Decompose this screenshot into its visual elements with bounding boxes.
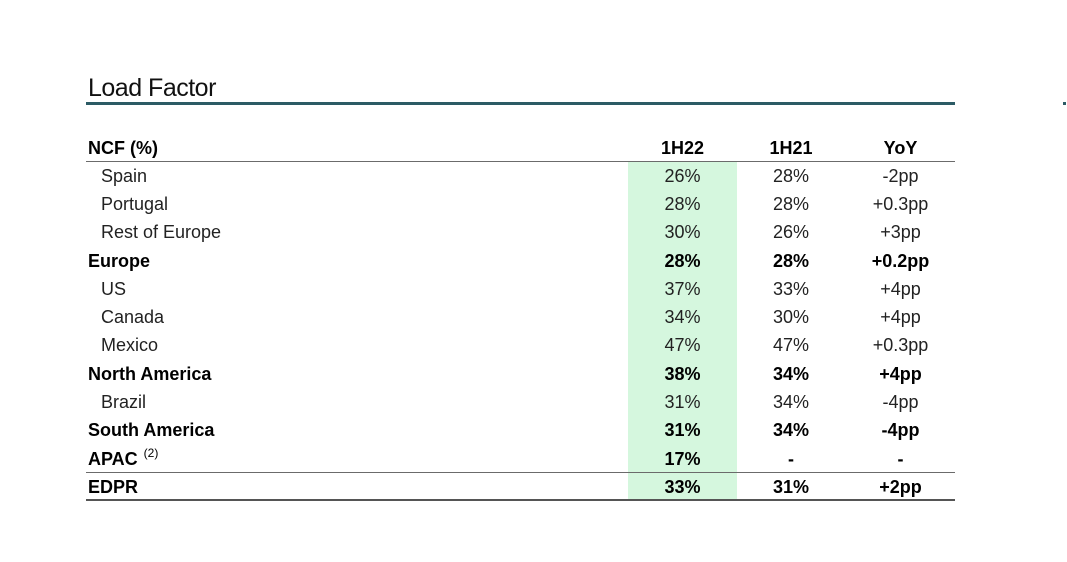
table-row: Rest of Europe 30% 26% +3pp xyxy=(86,219,955,247)
value-1h22: 31% xyxy=(664,392,701,413)
header-yoy: YoY xyxy=(883,137,918,158)
value-1h22: 17% xyxy=(664,448,701,469)
table-row: Europe 28% 28% +0.2pp xyxy=(86,247,955,275)
row-label-text: APAC xyxy=(88,448,138,469)
value-yoy: +0.3pp xyxy=(872,193,929,214)
table-row: Brazil 31% 34% -4pp xyxy=(86,388,955,416)
row-label-text: South America xyxy=(88,420,215,441)
row-label: Spain xyxy=(101,162,147,190)
value-yoy: +0.3pp xyxy=(872,335,929,356)
page-title: Load Factor xyxy=(88,74,216,102)
table-header-row: NCF (%) 1H22 1H21 YoY xyxy=(86,134,955,162)
table-row: South America 31% 34% -4pp xyxy=(86,417,955,445)
table-row: Mexico 47% 47% +0.3pp xyxy=(86,332,955,360)
value-yoy: +4pp xyxy=(880,278,921,299)
row-label: Portugal xyxy=(101,190,168,218)
header-rule xyxy=(86,161,955,162)
value-1h22: 30% xyxy=(664,222,701,243)
value-1h22: 38% xyxy=(664,363,701,384)
value-1h22: 28% xyxy=(664,250,701,271)
value-yoy: +4pp xyxy=(879,363,922,384)
value-1h22: 28% xyxy=(664,193,701,214)
row-label: EDPR xyxy=(88,473,138,501)
row-label-text: US xyxy=(101,278,127,299)
value-yoy: +2pp xyxy=(879,476,922,497)
table-body: Spain 26% 28% -2pp Portugal 28% 28% +0.3pp Rest … xyxy=(86,162,955,502)
table-row: Spain 26% 28% -2pp xyxy=(86,162,955,190)
row-label: Canada xyxy=(101,303,164,331)
value-1h21: 33% xyxy=(772,278,810,299)
value-1h21: 26% xyxy=(772,222,810,243)
table-row: EDPR 33% 31% +2pp xyxy=(86,473,955,501)
title-underline xyxy=(86,102,955,105)
value-1h21: 28% xyxy=(772,250,810,271)
bottom-rule xyxy=(86,499,955,501)
row-label: Europe xyxy=(88,247,150,275)
row-label-text: Canada xyxy=(101,307,165,328)
load-factor-table: NCF (%) 1H22 1H21 YoY Spain 26% 28% -2pp Por… xyxy=(86,134,955,502)
row-label-text: EDPR xyxy=(88,476,139,497)
value-1h21: 28% xyxy=(772,165,810,186)
table-row: North America 38% 34% +4pp xyxy=(86,360,955,388)
value-1h21: 34% xyxy=(772,420,810,441)
row-label: US xyxy=(101,275,126,303)
row-label-text: Brazil xyxy=(101,392,147,413)
row-label: North America xyxy=(88,360,211,388)
total-rule xyxy=(86,472,955,473)
value-1h21: 31% xyxy=(772,476,810,497)
value-1h22: 31% xyxy=(664,420,701,441)
header-1h22: 1H22 xyxy=(660,137,705,158)
row-label: APAC (2) xyxy=(88,445,158,473)
header-label: NCF (%) xyxy=(88,137,158,158)
value-1h21: 28% xyxy=(772,193,810,214)
value-1h22: 33% xyxy=(664,476,701,497)
row-label: Brazil xyxy=(101,388,146,416)
row-label-text: Portugal xyxy=(101,193,169,214)
highlight-column-1h22 xyxy=(628,162,737,499)
value-1h21: 34% xyxy=(772,392,810,413)
row-label-text: Spain xyxy=(101,165,148,186)
value-1h22: 34% xyxy=(664,307,701,328)
row-label: Mexico xyxy=(101,332,158,360)
table-row: US 37% 33% +4pp xyxy=(86,275,955,303)
value-1h21: 34% xyxy=(772,363,810,384)
value-1h22: 37% xyxy=(664,278,701,299)
row-label: South America xyxy=(88,417,214,445)
row-label-text: North America xyxy=(88,363,212,384)
value-1h22: 26% xyxy=(664,165,701,186)
value-yoy: -2pp xyxy=(882,165,919,186)
value-1h21: - xyxy=(788,448,794,469)
value-yoy: +0.2pp xyxy=(871,250,930,271)
row-label-text: Europe xyxy=(88,250,151,271)
value-1h22: 47% xyxy=(664,335,701,356)
value-yoy: - xyxy=(897,448,904,469)
value-yoy: +3pp xyxy=(880,222,921,243)
row-label-text: Rest of Europe xyxy=(101,222,222,243)
header-1h21: 1H21 xyxy=(769,137,813,158)
edge-marker xyxy=(1063,102,1066,105)
value-1h21: 47% xyxy=(772,335,810,356)
table-row: Portugal 28% 28% +0.3pp xyxy=(86,190,955,218)
footnote-marker: (2) xyxy=(143,446,159,461)
value-yoy: -4pp xyxy=(882,392,919,413)
row-label: Rest of Europe xyxy=(101,219,221,247)
value-1h21: 30% xyxy=(772,307,810,328)
row-label-text: Mexico xyxy=(101,335,159,356)
value-yoy: -4pp xyxy=(881,420,920,441)
value-yoy: +4pp xyxy=(880,307,921,328)
table-row: APAC (2) 17% - - xyxy=(86,445,955,473)
table-row: Canada 34% 30% +4pp xyxy=(86,303,955,331)
